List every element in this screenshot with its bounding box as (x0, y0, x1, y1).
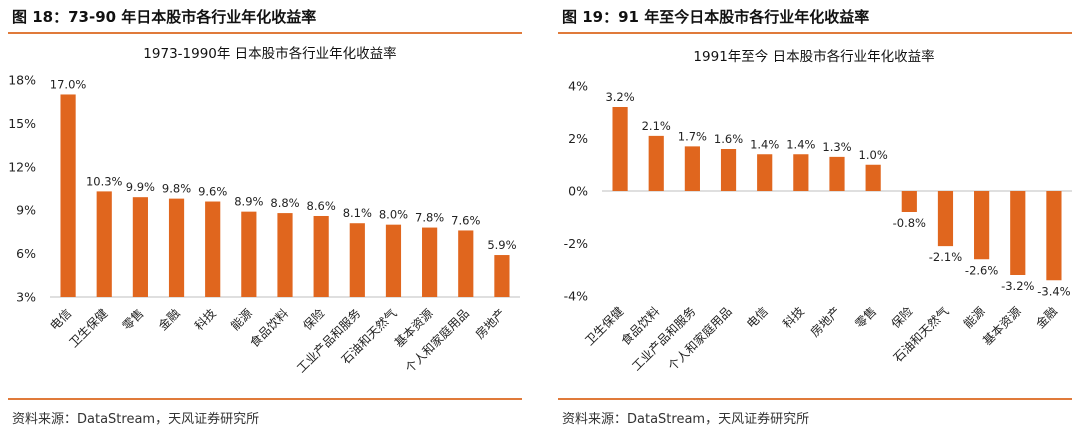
fig19-data-label: -0.8% (893, 216, 926, 230)
fig19-y-tick-label: 0% (568, 184, 588, 199)
fig18-data-label: 9.6% (198, 185, 227, 199)
fig18-category-label: 个人和家庭用品 (402, 306, 472, 376)
fig19-category-label: 个人和家庭用品 (665, 304, 735, 374)
fig18-data-label: 9.9% (126, 180, 155, 194)
fig19-category-label: 零售 (852, 304, 880, 332)
fig18-data-label: 17.0% (50, 77, 87, 91)
fig18-y-tick-label: 3% (16, 290, 36, 305)
fig18-y-tick-label: 6% (16, 246, 36, 261)
figure-18-source: 资料来源：DataStream，天风证券研究所 (12, 412, 260, 427)
fig19-category-label: 金融 (1032, 304, 1060, 332)
fig19-data-label: 3.2% (605, 90, 634, 104)
fig18-y-tick-label: 18% (8, 73, 36, 88)
figure-18-panel: 图 18：73-90 年日本股市各行业年化收益率 1973-1990年 日本股市… (0, 0, 530, 432)
fig18-data-label: 9.8% (162, 182, 191, 196)
fig18-data-label: 8.8% (270, 196, 299, 210)
figure-19-panel: 图 19：91 年至今日本股市各行业年化收益率 1991年至今 日本股市各行业年… (550, 0, 1080, 432)
fig18-data-label: 7.6% (451, 213, 480, 227)
fig18-chart-title: 1973-1990年 日本股市各行业年化收益率 (143, 45, 396, 62)
fig18-bar (132, 197, 148, 297)
fig18-category-label: 房地产 (472, 306, 508, 342)
figure-19-top-rule (558, 32, 1072, 34)
figure-18-bottom-rule (8, 398, 522, 400)
fig19-data-label: 1.6% (714, 132, 743, 146)
fig18-bar (168, 198, 185, 297)
fig18-data-label: 7.8% (415, 211, 444, 225)
fig19-category-label: 电信 (744, 304, 771, 331)
fig19-bar (684, 146, 700, 191)
fig19-category-label: 工业产品和服务 (628, 304, 698, 374)
fig19-data-label: -2.1% (929, 250, 962, 264)
fig18-y-tick-label: 12% (8, 159, 36, 174)
fig19-data-label: 2.1% (642, 119, 671, 133)
figure-19-caption: 图 19：91 年至今日本股市各行业年化收益率 (562, 8, 870, 26)
fig18-category-label: 电信 (47, 306, 74, 333)
fig18-data-label: 5.9% (487, 238, 516, 252)
fig18-bar (494, 255, 510, 297)
fig18-category-label: 保险 (300, 306, 328, 334)
fig19-category-label: 科技 (780, 304, 807, 331)
fig19-bar (901, 191, 917, 212)
fig18-category-label: 金融 (155, 306, 183, 334)
fig19-category-label: 基本资源 (980, 304, 1024, 348)
fig18-bar (458, 230, 474, 297)
figure-18-caption: 图 18：73-90 年日本股市各行业年化收益率 (12, 8, 317, 26)
fig19-chart-title: 1991年至今 日本股市各行业年化收益率 (693, 48, 934, 65)
fig18-bar (349, 223, 365, 297)
fig18-y-tick-label: 9% (16, 203, 36, 218)
fig19-bar (648, 135, 664, 191)
fig19-bar (612, 107, 628, 191)
fig19-category-label: 房地产 (807, 304, 843, 340)
figure-18-top-rule (8, 32, 522, 34)
fig19-bar (937, 191, 954, 247)
fig18-category-label: 工业产品和服务 (293, 306, 363, 376)
fig19-data-label: 1.7% (678, 129, 707, 143)
fig19-y-tick-label: -4% (564, 289, 588, 304)
fig19-data-label: 1.4% (750, 137, 779, 151)
fig19-data-label: 1.0% (859, 148, 888, 162)
fig18-bar (60, 94, 76, 297)
figure-18-chart: 1973-1990年 日本股市各行业年化收益率 3% 6% 9% 12% 15% 18% 17… (8, 45, 520, 376)
figure-19-chart: 1991年至今 日本股市各行业年化收益率 -4% -2% 0% 2% 4% 3.2% 卫生保健… (564, 48, 1072, 374)
fig18-category-label: 卫生保健 (67, 306, 111, 350)
fig18-data-label: 8.0% (379, 208, 408, 222)
figure-19-bottom-rule (558, 398, 1072, 400)
fig19-y-tick-label: 2% (568, 131, 588, 146)
fig19-bar (865, 164, 881, 191)
fig19-data-label: 1.4% (786, 137, 815, 151)
fig18-y-tick-label: 15% (8, 116, 36, 131)
fig19-bar (974, 191, 990, 260)
fig19-category-label: 卫生保健 (582, 304, 626, 348)
fig19-category-label: 能源 (961, 304, 988, 331)
fig19-y-tick-label: 4% (568, 79, 588, 94)
fig18-category-label: 零售 (119, 306, 147, 334)
fig18-category-label: 科技 (192, 306, 219, 333)
fig18-bar (385, 224, 402, 297)
fig18-bar (422, 227, 438, 297)
fig18-data-label: 8.1% (343, 206, 372, 220)
fig19-data-label: -2.6% (965, 263, 998, 277)
fig19-bar (829, 156, 845, 191)
fig18-data-label: 8.6% (307, 199, 336, 213)
fig19-bar (757, 154, 773, 191)
fig19-bar (793, 154, 809, 191)
fig18-bar (313, 215, 329, 297)
fig19-bar (1010, 191, 1026, 275)
fig18-data-label: 8.9% (234, 195, 263, 209)
fig19-bar (1046, 191, 1062, 281)
fig18-bar (277, 213, 293, 297)
fig18-bar (205, 201, 221, 297)
fig19-data-label: -3.2% (1001, 279, 1034, 293)
fig18-data-label: 10.3% (86, 174, 123, 188)
fig18-bar (241, 211, 257, 297)
fig19-bar (720, 149, 737, 191)
fig19-category-label: 保险 (888, 304, 916, 332)
fig18-bar (96, 191, 112, 297)
fig19-y-tick-label: -2% (564, 236, 588, 251)
fig18-category-label: 食品饮料 (247, 306, 292, 351)
fig19-data-label: -3.4% (1037, 284, 1070, 298)
figure-19-source: 资料来源：DataStream，天风证券研究所 (562, 412, 810, 427)
fig19-data-label: 1.3% (822, 140, 851, 154)
fig18-category-label: 能源 (228, 306, 255, 333)
